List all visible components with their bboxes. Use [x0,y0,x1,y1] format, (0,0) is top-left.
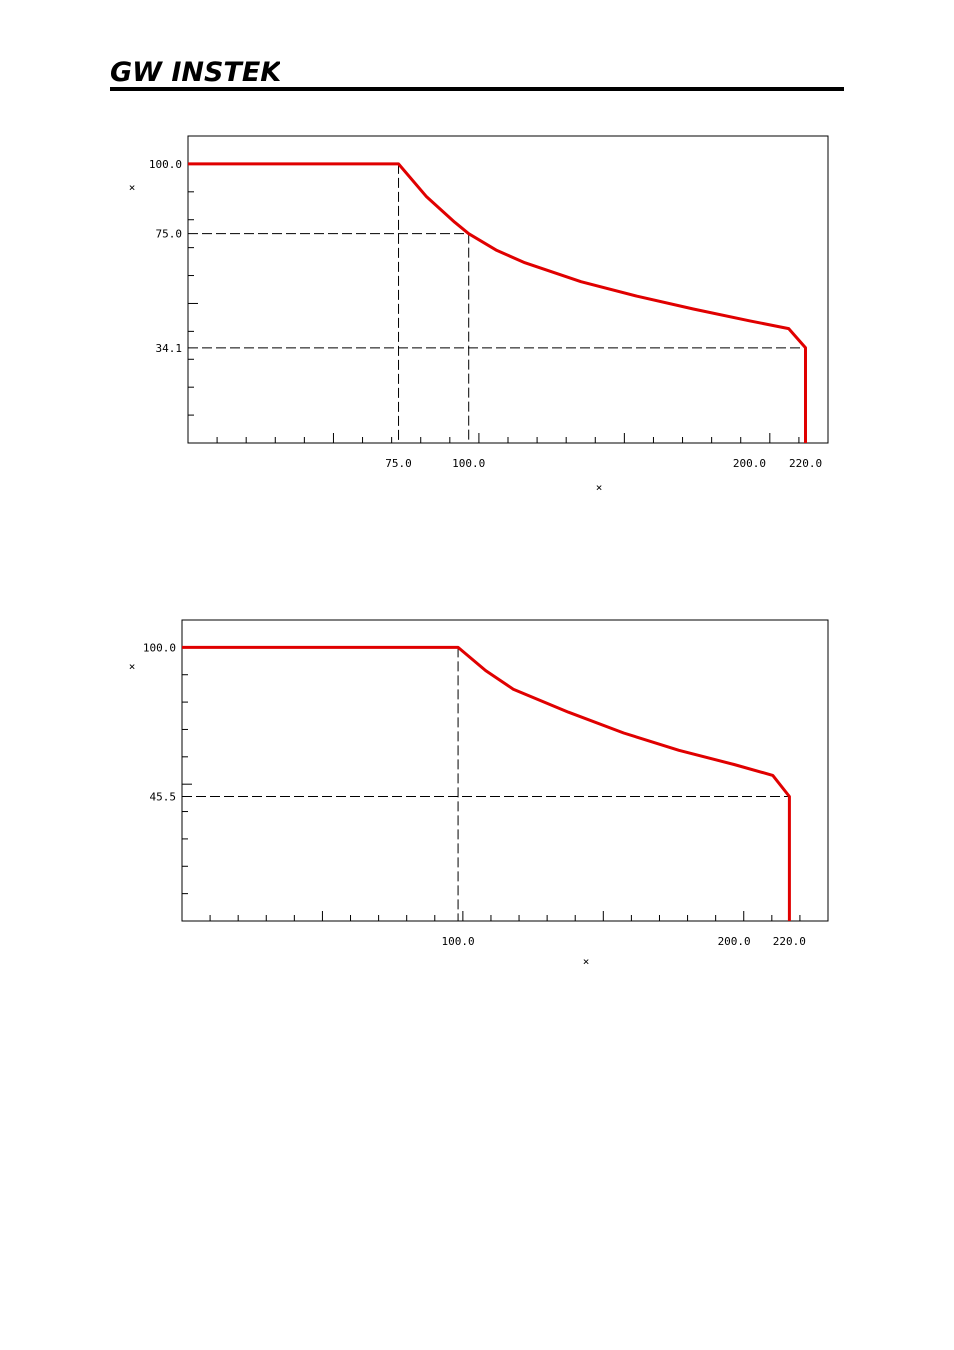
header-rule [110,87,844,91]
y-tick-label: 100.0 [149,158,182,171]
y-tick-label: 100.0 [143,641,176,654]
x-tick-label: 75.0 [385,457,412,470]
y-axis-label: × [129,181,136,194]
series-line [188,162,807,443]
x-tick-label: 100.0 [452,457,485,470]
chart-1: 75.0 100.0 200.0 220.0 100.0 75.0 34.1 × × [129,135,829,494]
x-axis-label: × [596,481,603,494]
y-tick-label: 75.0 [156,228,183,241]
x-tick-label: 200.0 [733,457,766,470]
x-tick-label: 220.0 [789,457,822,470]
series-line [182,645,791,921]
logo-text: GW INSTEK [110,57,280,88]
y-tick-label: 45.5 [150,790,177,803]
plot-frame [181,619,829,922]
x-axis-label: × [583,955,590,968]
chart-2: 100.0 200.0 220.0 100.0 45.5 × × [129,619,829,968]
y-axis-label: × [129,660,136,673]
x-tick-label: 200.0 [718,935,751,948]
y-tick-label: 34.1 [156,342,183,355]
x-tick-label: 220.0 [773,935,806,948]
x-tick-label: 100.0 [442,935,475,948]
gw-instek-logo: GW INSTEK [110,57,280,88]
